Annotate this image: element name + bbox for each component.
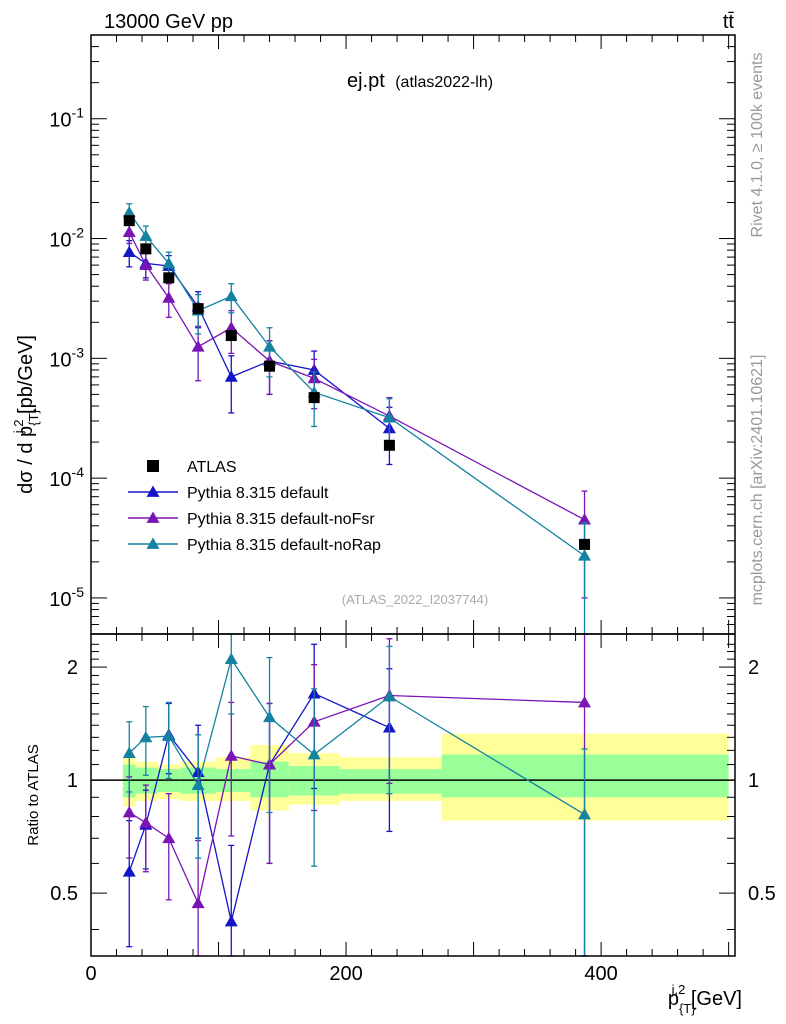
- analysis-id: (ATLAS_2022_I2037744): [342, 592, 488, 607]
- data-point: [263, 340, 277, 352]
- x-tick-label: 200: [329, 963, 362, 985]
- data-point: [122, 205, 136, 218]
- data-point: [162, 729, 176, 741]
- ratio-y-tick-label-left: 1: [67, 770, 78, 792]
- legend-entry-label: ATLAS: [187, 459, 237, 476]
- data-point: [578, 513, 592, 525]
- data-point: [123, 215, 135, 227]
- x-tick-label: 0: [85, 963, 96, 985]
- data-point: [308, 392, 320, 404]
- energy-label: 13000 GeV pp: [104, 11, 233, 33]
- data-point: [122, 245, 136, 258]
- data-point: [191, 778, 205, 790]
- x-axis-label: p{T}j,2 [GeV]: [668, 982, 742, 1016]
- data-point: [383, 439, 395, 451]
- data-point: [263, 710, 277, 723]
- data-point: [224, 652, 238, 665]
- ratio-uncertainty-bands: [122, 733, 729, 821]
- data-point: [382, 689, 396, 702]
- ratio-y-tick-label-left: 2: [67, 657, 78, 679]
- data-point: [140, 243, 152, 255]
- ratio-frame: [90, 633, 736, 957]
- ratio-y-tick-label-right: 1: [748, 770, 759, 792]
- data-point: [122, 746, 136, 758]
- plot-frames: [90, 34, 736, 957]
- data-point: [225, 330, 237, 342]
- rivet-label: Rivet 4.1.0, ≥ 100k events: [749, 53, 766, 238]
- legend-marker: [146, 511, 160, 523]
- data-point: [191, 340, 205, 352]
- y-tick-label: 10-3: [49, 344, 84, 371]
- data-point: [224, 289, 238, 302]
- data-point: [579, 538, 591, 550]
- data-point: [162, 256, 176, 269]
- legend-entry-label: Pythia 8.315 default: [187, 485, 329, 502]
- mcplots-label: mcplots.cern.ch [arXiv:2401.10621]: [749, 355, 766, 606]
- y-tick-label: 10-4: [49, 464, 84, 491]
- data-point: [139, 229, 153, 241]
- plot-title: ej.pt (atlas2022-lh): [347, 70, 493, 92]
- data-point: [578, 549, 592, 561]
- data-point: [162, 291, 176, 303]
- data-point: [139, 730, 153, 743]
- y-tick-label: 10-2: [49, 225, 84, 252]
- data-point: [307, 748, 321, 760]
- plot-title-sub: (atlas2022-lh): [395, 74, 493, 91]
- legend-marker: [146, 485, 160, 497]
- axis-ticks: [90, 34, 735, 956]
- legend-entry-label: Pythia 8.315 default-noFsr: [187, 511, 375, 528]
- data-point: [122, 225, 136, 238]
- x-tick-label: 400: [584, 963, 617, 985]
- data-point: [139, 816, 153, 828]
- y-tick-label: 10-5: [49, 584, 84, 611]
- process-label: tt̄: [723, 11, 735, 33]
- data-point: [382, 411, 396, 423]
- series-line: [128, 212, 585, 557]
- series-line: [128, 692, 390, 922]
- band-inner-bin: [339, 769, 442, 794]
- ratio-y-axis-label: Ratio to ATLAS: [25, 744, 42, 845]
- data-point: [224, 370, 238, 382]
- y-tick-label: 10-1: [49, 105, 84, 132]
- data-point: [264, 360, 276, 372]
- legend-entry-label: Pythia 8.315 default-noRap: [187, 537, 381, 554]
- legend-marker: [146, 537, 160, 549]
- ratio-y-tick-label-right: 0.5: [748, 883, 776, 905]
- data-point: [578, 695, 592, 708]
- data-point: [122, 805, 136, 818]
- data-point: [224, 915, 238, 927]
- series-layer: [122, 203, 592, 957]
- data-point: [224, 749, 238, 761]
- plot-title-main: ej.pt: [347, 70, 385, 92]
- legend-marker-atlas: [147, 460, 159, 472]
- data-point: [192, 303, 204, 315]
- ratio-y-tick-label-right: 2: [748, 657, 759, 679]
- data-point: [191, 896, 205, 909]
- series-main-noRap: [122, 203, 592, 635]
- series-main-atlas: [123, 215, 591, 550]
- data-point: [139, 258, 153, 270]
- legend: ATLAS Pythia 8.315 default Pythia 8.315 de…: [128, 459, 381, 554]
- data-point: [578, 807, 592, 820]
- data-point: [122, 865, 136, 877]
- data-point: [162, 831, 176, 844]
- main-y-axis-label: dσ / d p{T}j,2 [pb/GeV]: [11, 335, 41, 494]
- data-point: [163, 272, 175, 284]
- axis-tick-labels: 0 200 400 10-5 10-4 10-3 10-2 10-1 0.5 0.5 1 1 2 2: [49, 105, 776, 985]
- ratio-y-tick-label-left: 0.5: [50, 883, 78, 905]
- data-point: [224, 321, 238, 333]
